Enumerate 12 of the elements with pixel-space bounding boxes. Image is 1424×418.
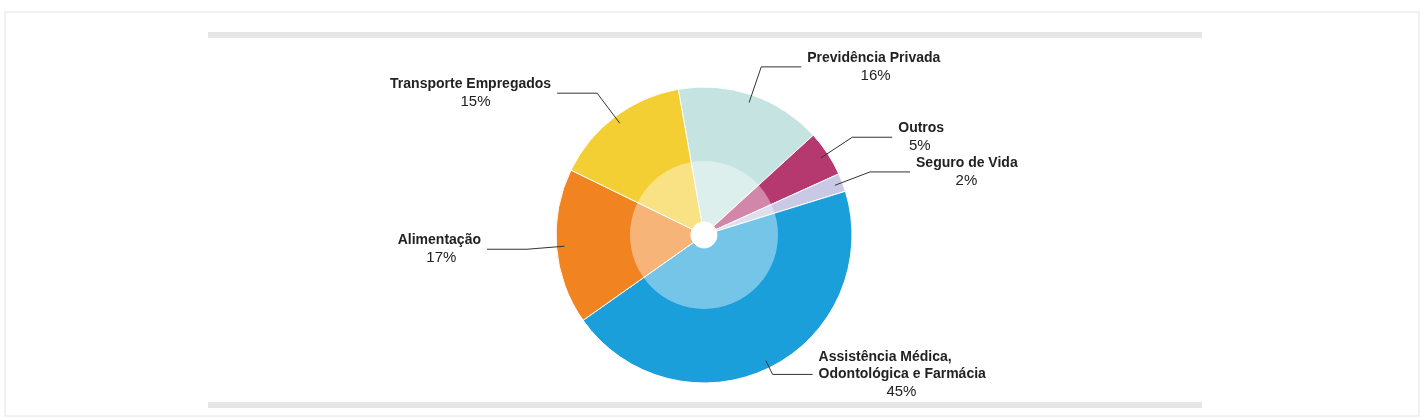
- slice-label: Alimentação: [397, 231, 481, 248]
- data-label: 45%: [886, 381, 917, 399]
- slice-label: Previdência Privada: [807, 48, 941, 65]
- data-label: 15%: [460, 92, 491, 110]
- data-label: 17%: [426, 248, 457, 266]
- slice-label: Transporte Empregados: [390, 75, 552, 92]
- data-label: 5%: [909, 136, 931, 154]
- data-label: 16%: [860, 65, 891, 83]
- slice-label: Seguro de Vida: [916, 153, 1018, 170]
- slice-label: Assistência Médica, Odontológica e Farmácia: [818, 347, 987, 381]
- slice-label: Outros: [898, 119, 945, 136]
- data-label: 2%: [955, 170, 978, 188]
